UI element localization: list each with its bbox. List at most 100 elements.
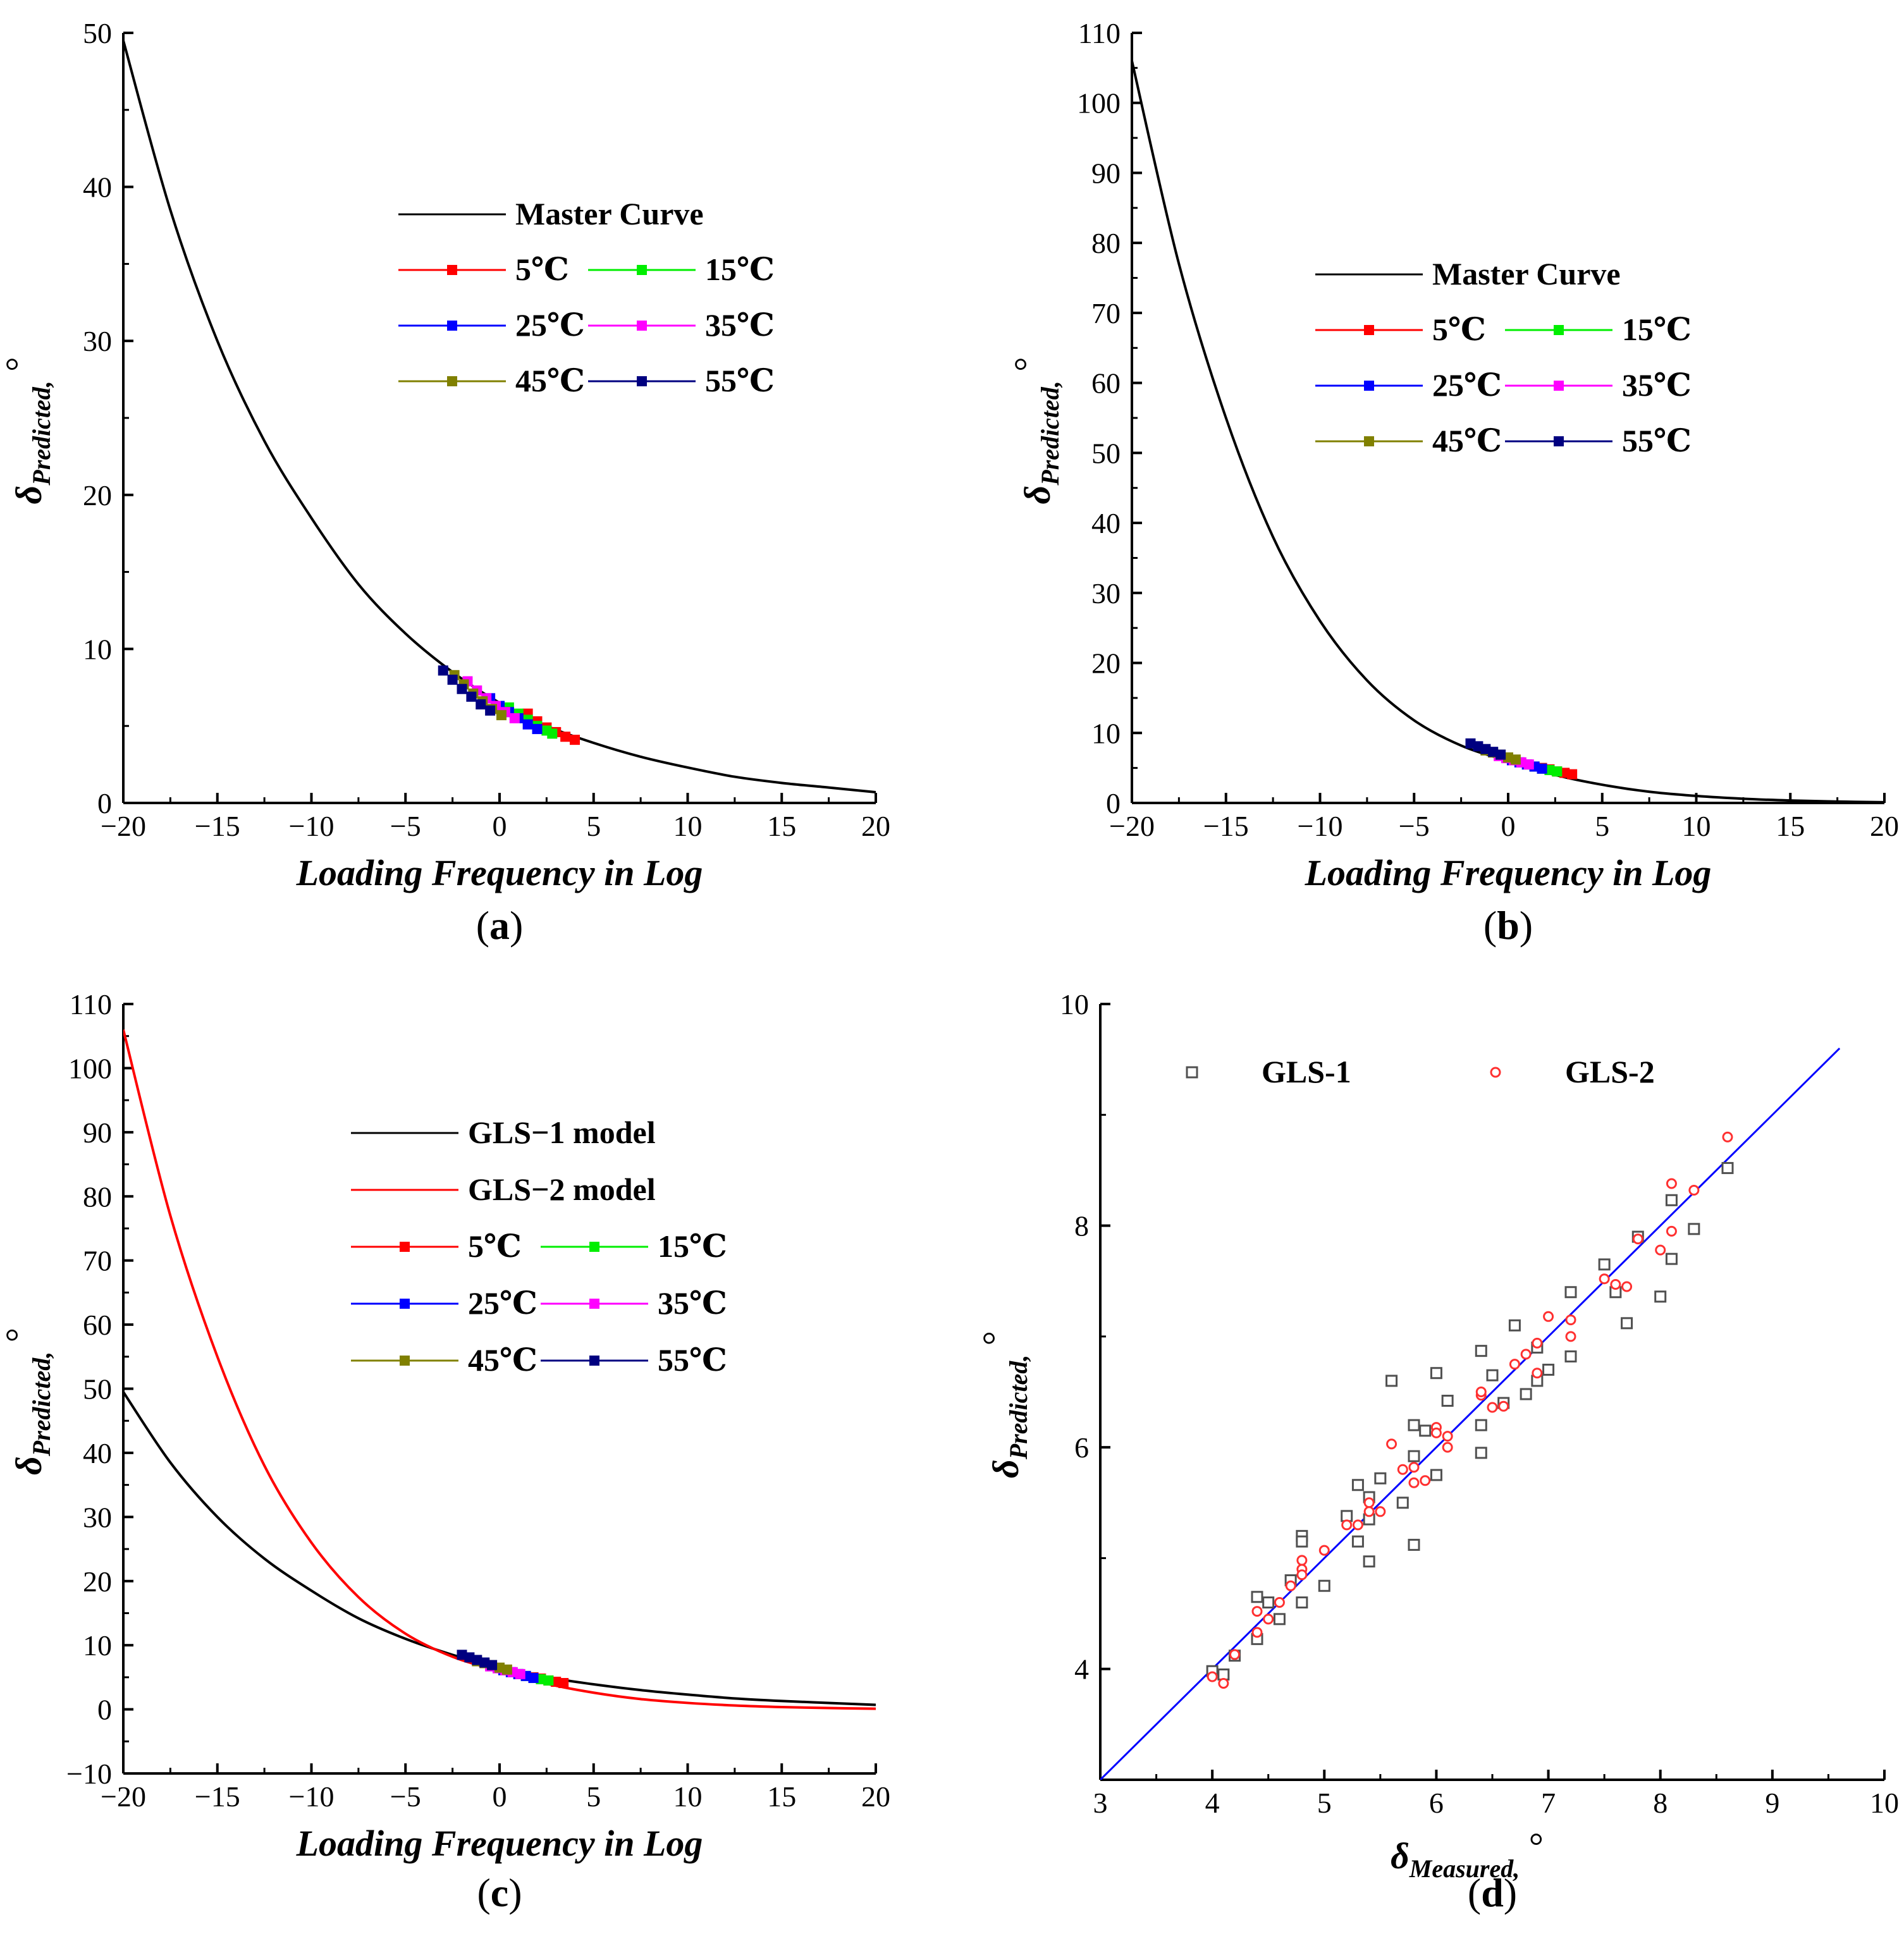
x-tick-label: 7 [1541, 1787, 1556, 1819]
curve-master-curve [1132, 60, 1884, 803]
point-25- [528, 1672, 539, 1683]
x-tick-label: 0 [1501, 810, 1516, 842]
point-gls-2 [1296, 1555, 1308, 1566]
x-tick-label: −5 [390, 1780, 421, 1813]
point-gls-2 [1610, 1278, 1621, 1290]
y-tick-label: 50 [83, 17, 112, 49]
y-tick-label: 30 [1091, 577, 1121, 609]
x-tick-label: 6 [1429, 1787, 1444, 1819]
y-tick-label: 100 [68, 1052, 112, 1084]
point-gls-2 [1565, 1331, 1576, 1342]
point-gls-1 [1351, 1535, 1364, 1548]
y-tick-label: 10 [83, 633, 112, 665]
y-tick-label: 40 [83, 1437, 112, 1469]
point-gls-2 [1352, 1519, 1363, 1531]
y-axis-label: δPredicted, ° [975, 1331, 1033, 1478]
plot-area [1132, 60, 1884, 803]
x-tick-label: 20 [861, 810, 890, 842]
legend: Master Curve 5℃ 15℃ 25℃ 35℃ 45℃ 55℃ [1315, 256, 1692, 458]
y-tick-label: 70 [1091, 297, 1121, 329]
y-tick-label: 40 [1091, 507, 1121, 539]
x-tick-label: −10 [289, 1780, 335, 1813]
point-55- [1496, 749, 1506, 760]
point-5- [558, 1678, 569, 1689]
point-gls-2 [1442, 1442, 1453, 1453]
x-tick-label: 15 [1776, 810, 1805, 842]
y-tick-label: 110 [70, 988, 112, 1020]
point-gls-1 [1688, 1223, 1700, 1235]
legend-label: 45℃ [1432, 423, 1502, 458]
curve-gls-2-model [123, 1029, 876, 1710]
point-gls-2 [1666, 1225, 1677, 1237]
legend-label: 25℃ [1432, 367, 1502, 403]
point-gls-2 [1363, 1497, 1375, 1509]
legend-label: Master Curve [1432, 256, 1621, 291]
point-gls-2 [1565, 1314, 1576, 1326]
x-tick-label: −15 [195, 810, 240, 842]
y-tick-label: −10 [66, 1758, 112, 1790]
legend-label: 55℃ [705, 363, 775, 398]
point-15- [543, 1675, 554, 1686]
x-tick-label: 10 [1870, 1787, 1899, 1819]
legend-label: 45℃ [468, 1342, 537, 1378]
y-tick-label: 6 [1074, 1431, 1089, 1464]
x-tick-label: 20 [1870, 810, 1899, 842]
point-gls-1 [1408, 1538, 1420, 1551]
point-gls-1 [1251, 1591, 1263, 1603]
x-tick-label: 15 [767, 810, 796, 842]
point-gls-1 [1508, 1319, 1521, 1332]
point-gls-1 [1318, 1579, 1330, 1592]
point-gls-1 [1430, 1367, 1442, 1380]
point-gls-1 [1441, 1395, 1454, 1407]
point-gls-1 [1419, 1424, 1432, 1437]
panel-d: 3 4 5 6 7 8 9 10 4 6 8 10 δMeasured, ° δPredicted, ° (… [975, 988, 1899, 1915]
point-gls-2 [1251, 1606, 1263, 1617]
legend: GLS-1 GLS-2 [1186, 1054, 1655, 1089]
point-gls-1 [1351, 1479, 1364, 1491]
point-gls-1 [1621, 1317, 1633, 1330]
point-gls-2 [1442, 1431, 1453, 1442]
point-gls-1 [1475, 1419, 1487, 1431]
x-tick-label: 20 [861, 1780, 890, 1813]
x-tick-label: −20 [101, 810, 146, 842]
legend-marker [400, 1299, 410, 1309]
point-gls-2 [1318, 1545, 1330, 1556]
point-25- [1537, 763, 1547, 774]
plot-area [123, 1029, 876, 1710]
legend-marker [447, 265, 457, 275]
point-gls-1 [1520, 1388, 1532, 1400]
point-gls-2 [1408, 1477, 1420, 1488]
point-gls-1 [1542, 1363, 1555, 1376]
y-tick-label: 20 [83, 1565, 112, 1598]
point-45- [496, 710, 507, 721]
point-gls-2 [1532, 1368, 1543, 1379]
point-gls-2 [1666, 1178, 1677, 1189]
point-gls-1 [1665, 1194, 1678, 1206]
point-35- [515, 1669, 525, 1679]
point-55- [438, 665, 448, 676]
legend-label: GLS-2 [1565, 1054, 1655, 1089]
point-45- [1510, 754, 1521, 765]
panel-c: −20 −15 −10 −5 0 5 10 15 20 −10 0 10 20 30 40 50 60 70 80 9… [0, 988, 890, 1915]
x-axis-label: δMeasured, ° [1391, 1825, 1544, 1883]
x-tick-label: 3 [1093, 1787, 1108, 1819]
legend-marker [1186, 1066, 1198, 1079]
panel-a: −20 −15 −10 −5 0 5 10 15 20 0 10 20 30 40 50 Loading Fr… [0, 17, 890, 948]
legend-marker [589, 1242, 599, 1252]
reference-line [1100, 1048, 1841, 1780]
legend-label: 55℃ [1622, 423, 1692, 458]
point-gls-1 [1396, 1497, 1409, 1509]
point-gls-1 [1564, 1286, 1577, 1299]
point-5- [570, 735, 580, 745]
legend-marker [1364, 381, 1374, 391]
point-gls-1 [1296, 1535, 1308, 1548]
legend-marker [589, 1299, 599, 1309]
y-tick-label: 20 [83, 479, 112, 511]
point-gls-1 [1654, 1290, 1667, 1303]
point-5- [1567, 769, 1578, 780]
legend-label: 25℃ [515, 307, 585, 343]
x-tick-label: 10 [673, 1780, 703, 1813]
point-gls-2 [1397, 1464, 1408, 1475]
point-gls-2 [1274, 1597, 1285, 1608]
x-tick-label: −15 [195, 1780, 240, 1813]
